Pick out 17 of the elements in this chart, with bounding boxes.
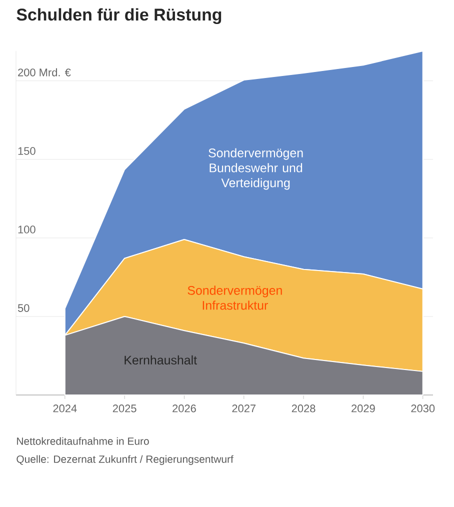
x-tick-label: 2029 (352, 404, 375, 412)
x-tick-label: 2024 (53, 404, 77, 412)
y-tick-label: 200 Mrd. € (18, 68, 71, 76)
x-tick-label: 2028 (292, 404, 316, 412)
chart-title: Schulden für die Rüstung (16, 8, 222, 24)
x-tick-label: 2026 (172, 404, 196, 412)
text: Nettokreditaufnahme in Euro (17, 437, 149, 445)
y-tick-label: 50 (18, 304, 30, 312)
y-tick-label: 150 (18, 147, 36, 155)
source-note: Quelle: Dezernat Zukunfrt / Regierungsentwurf (16, 455, 234, 465)
series-label: Sondervermögen Infrastruktur (188, 286, 282, 310)
y-tick-label: 100 (18, 226, 36, 234)
x-tick-label: 2027 (232, 404, 256, 412)
series-label: Sondervermögen Bundeswehr und Verteidigung (208, 148, 303, 190)
series-label: Kernhaushalt (124, 355, 197, 365)
x-tick-label: 2030 (411, 404, 435, 412)
x-tick-label: 2025 (112, 404, 136, 412)
